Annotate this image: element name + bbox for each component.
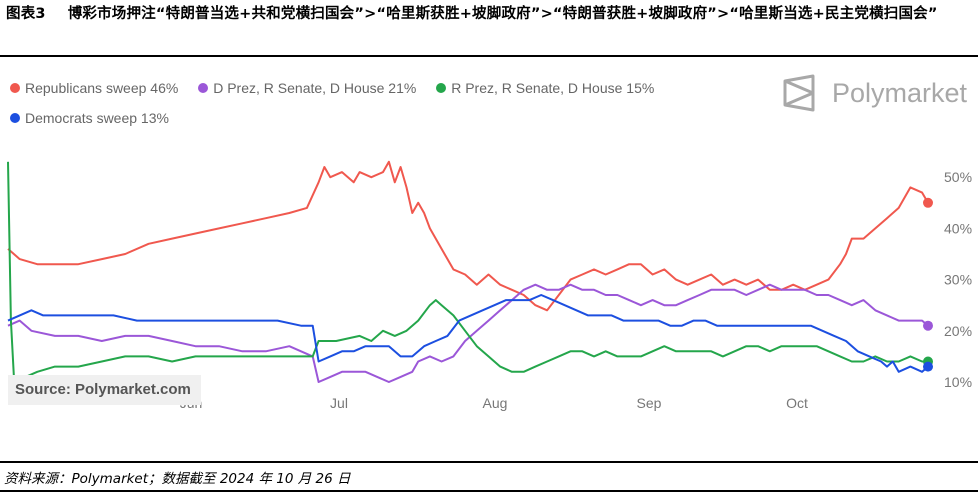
legend-item-republicans-sweep[interactable]: Republicans sweep 46% — [10, 73, 178, 103]
chart-area: 50%40%30%20%10%JunJulAugSepOct Republica… — [0, 61, 978, 461]
y-tick-label: 20% — [944, 323, 972, 339]
legend-label: Republicans sweep 46% — [25, 80, 179, 96]
x-tick-label: Jul — [330, 395, 348, 411]
legend-label: D Prez, R Senate, D House 21% — [213, 80, 417, 96]
series-end-marker[interactable] — [923, 320, 933, 331]
source-note: 资料来源：Polymarket；数据截至 2024 年 10 月 26 日 — [4, 471, 351, 487]
footer-bottom-rule — [0, 490, 978, 492]
series-line — [7, 283, 929, 383]
legend-dot — [436, 83, 447, 93]
legend-label: R Prez, R Senate, D House 15% — [451, 80, 655, 96]
x-tick-label: Aug — [483, 395, 508, 411]
polymarket-logo-icon — [783, 74, 815, 112]
legend-item-democrats-sweep[interactable]: Democrats sweep 13% — [10, 103, 169, 133]
x-tick-label: Oct — [786, 395, 808, 411]
chart-legend: Republicans sweep 46% D Prez, R Senate, … — [10, 73, 770, 133]
x-tick-label: Sep — [637, 395, 662, 411]
title-rule — [0, 55, 978, 57]
series-line — [7, 294, 929, 373]
legend-dot — [10, 83, 20, 93]
legend-dot — [198, 83, 209, 93]
legend-dot — [10, 113, 20, 123]
source-label: Source: Polymarket.com — [8, 375, 201, 405]
polymarket-logo: Polymarket — [780, 73, 967, 113]
brand-name: Polymarket — [832, 77, 968, 108]
y-tick-label: 30% — [944, 272, 972, 288]
y-tick-label: 50% — [944, 169, 972, 185]
legend-item-d-prez[interactable]: D Prez, R Senate, D House 21% — [198, 73, 416, 103]
series-line — [7, 161, 928, 378]
series-end-marker[interactable] — [923, 361, 933, 372]
figure-label: 图表3 — [6, 6, 46, 22]
figure-title-text: 博彩市场押注“特朗普当选+共和党横扫国会”>“哈里斯获胜+坡脚政府”>“特朗普获… — [67, 6, 938, 22]
series-line — [7, 160, 929, 312]
line-chart: 50%40%30%20%10%JunJulAugSepOct — [7, 160, 972, 411]
y-tick-label: 40% — [944, 220, 972, 236]
legend-label: Democrats sweep 13% — [25, 110, 169, 126]
legend-item-r-prez[interactable]: R Prez, R Senate, D House 15% — [436, 73, 654, 103]
series-end-marker[interactable] — [923, 197, 933, 208]
footer-top-rule — [0, 461, 978, 463]
figure-title: 图表3 博彩市场押注“特朗普当选+共和党横扫国会”>“哈里斯获胜+坡脚政府”>“特… — [6, 3, 972, 26]
y-tick-label: 10% — [944, 374, 972, 390]
